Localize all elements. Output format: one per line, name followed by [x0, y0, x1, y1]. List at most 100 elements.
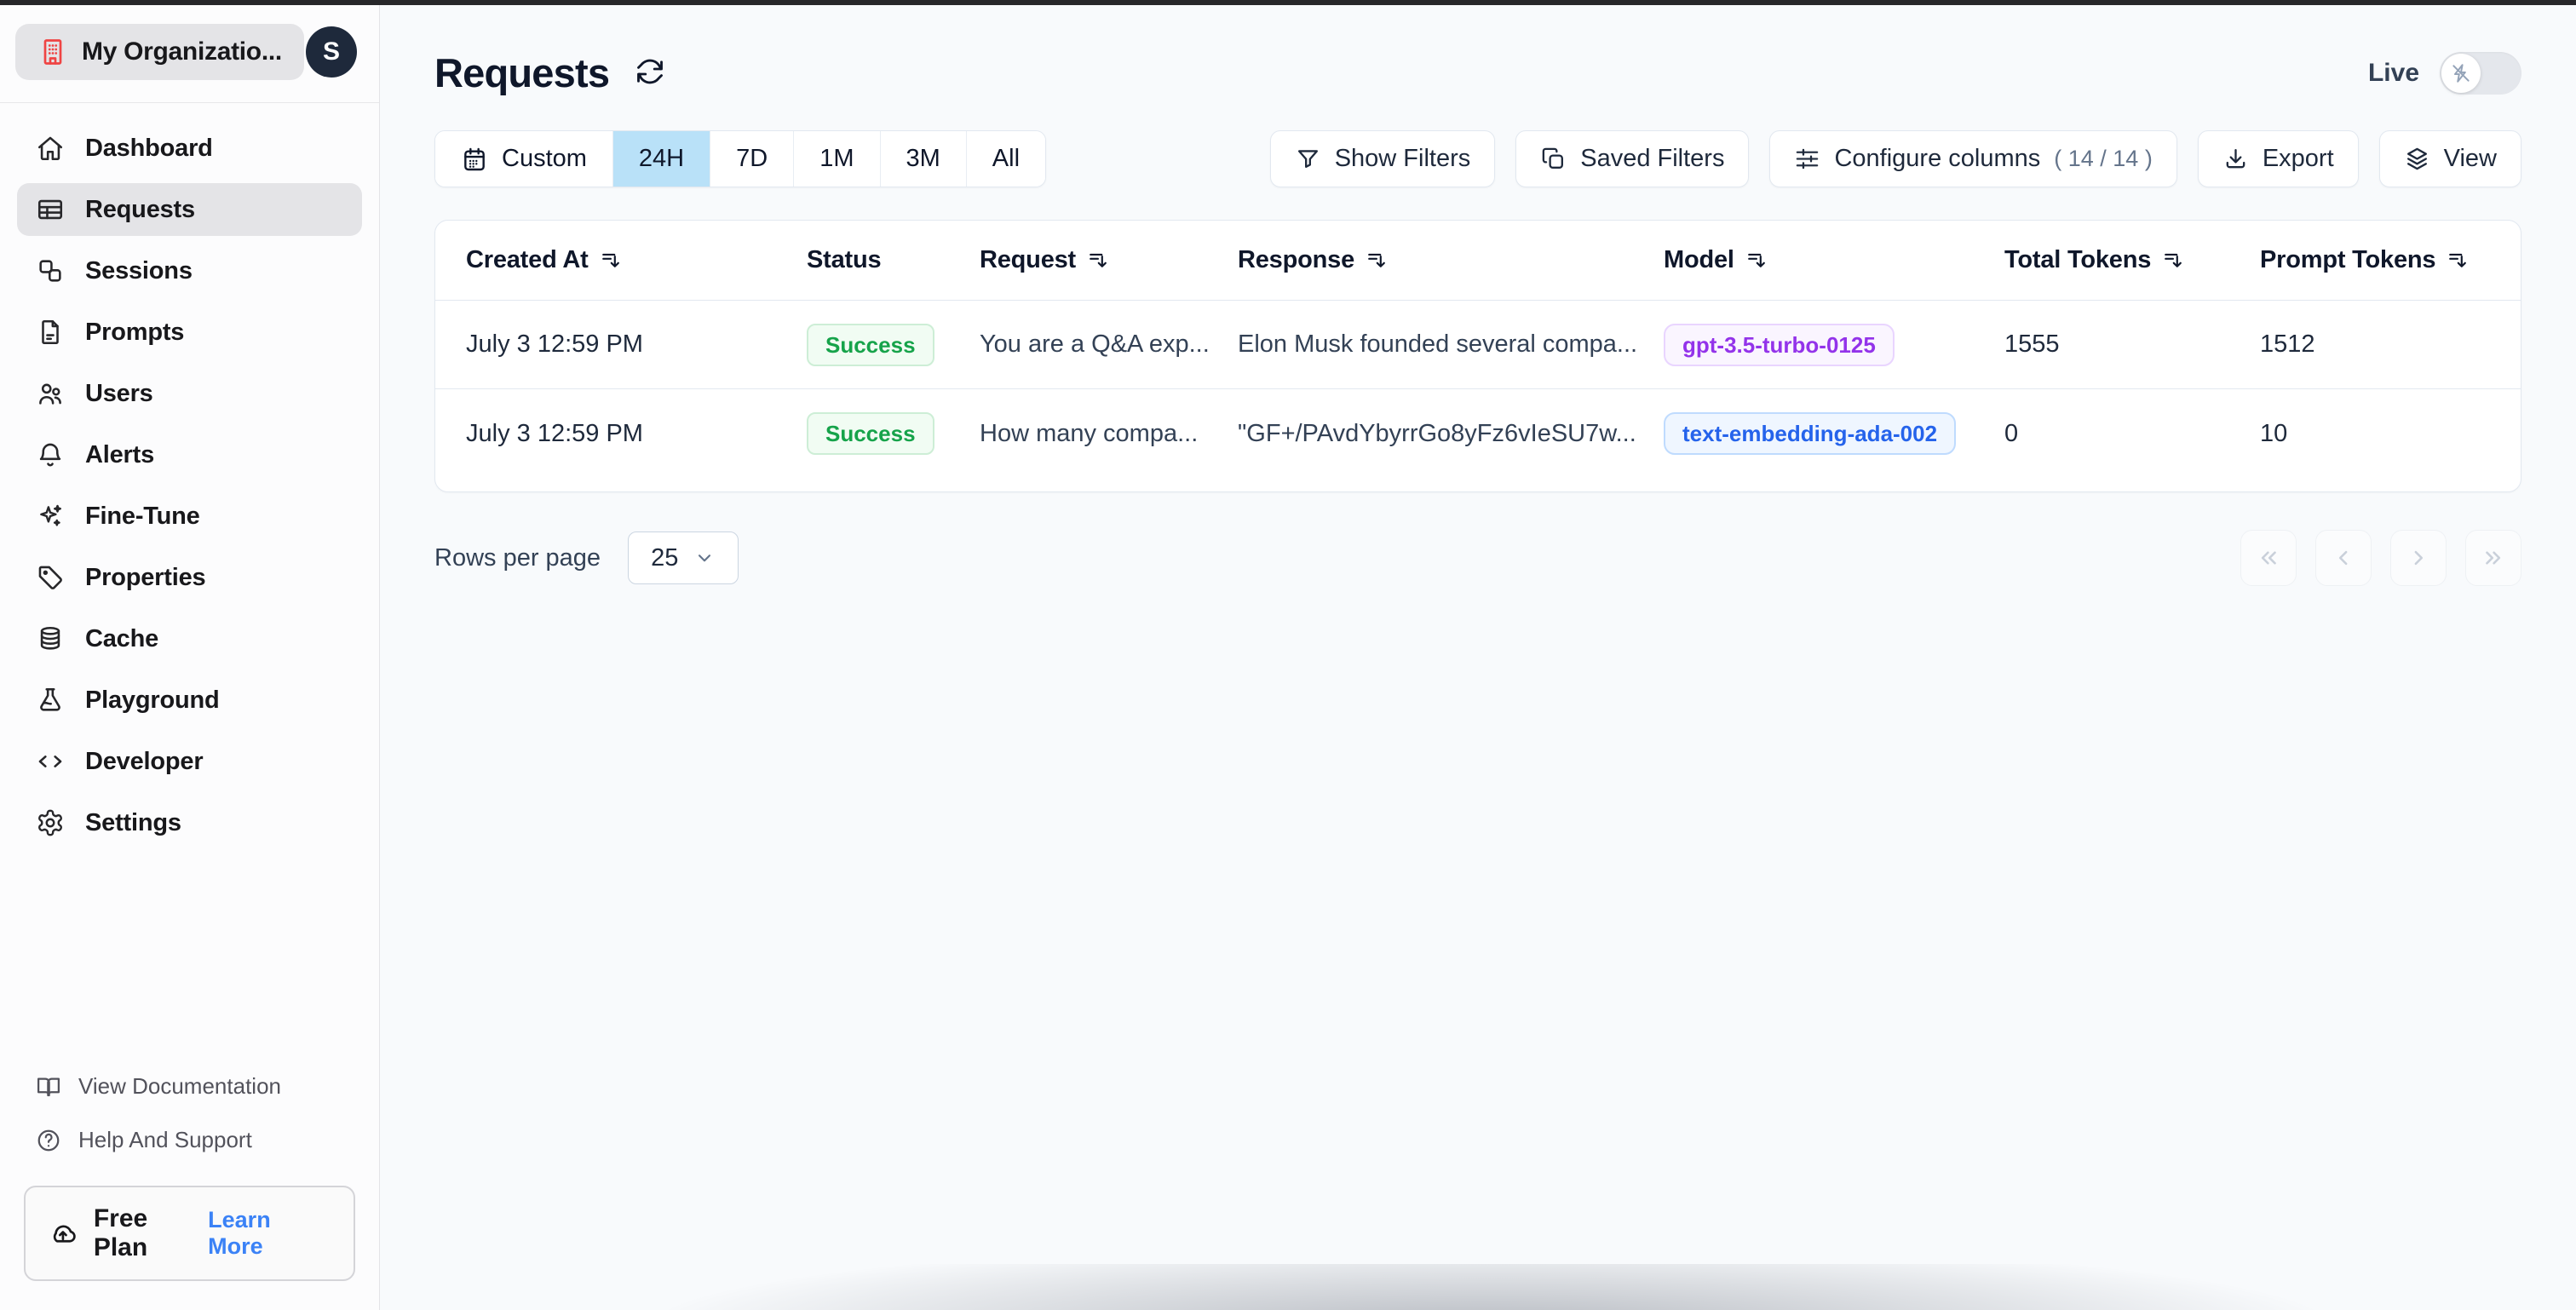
calendar-icon: [461, 146, 488, 173]
export-button[interactable]: Export: [2197, 130, 2359, 187]
button-label: Show Filters: [1334, 145, 1471, 172]
show-filters-button[interactable]: Show Filters: [1269, 130, 1496, 187]
plan-name: Free Plan: [93, 1204, 148, 1261]
bolt-slash-icon: [2450, 62, 2472, 84]
time-range-1m[interactable]: 1M: [793, 131, 880, 187]
avatar[interactable]: S: [306, 26, 357, 78]
next-page-button[interactable]: [2390, 530, 2447, 586]
learn-more-link[interactable]: Learn More: [208, 1207, 271, 1259]
org-switcher[interactable]: My Organizatio...: [15, 24, 304, 80]
sort-icon[interactable]: [2447, 250, 2470, 272]
link-label: Help And Support: [78, 1127, 252, 1152]
column-header-response[interactable]: Response: [1238, 246, 1664, 274]
column-label: Request: [980, 246, 1077, 273]
model-badge: text-embedding-ada-002: [1664, 412, 1957, 455]
users-icon: [36, 379, 65, 408]
sidebar-item-sessions[interactable]: Sessions: [17, 244, 362, 297]
sidebar-item-label: Requests: [85, 195, 195, 223]
model-badge: gpt-3.5-turbo-0125: [1664, 323, 1895, 366]
sidebar-item-label: Prompts: [85, 318, 185, 346]
table-icon: [36, 195, 65, 224]
status-badge: Success: [807, 412, 934, 455]
sidebar-item-alerts[interactable]: Alerts: [17, 428, 362, 481]
time-range-24h[interactable]: 24H: [612, 131, 710, 187]
sidebar-item-dashboard[interactable]: Dashboard: [17, 122, 362, 175]
table-row[interactable]: July 3 12:59 PM Success How many compa..…: [435, 389, 2521, 478]
table-header-row: Created At Status Request Response Model: [435, 221, 2521, 301]
column-label: Prompt Tokens: [2260, 246, 2436, 273]
rows-per-page-select[interactable]: 25: [628, 531, 739, 584]
view-documentation-link[interactable]: View Documentation: [17, 1060, 362, 1113]
column-header-prompt-tokens[interactable]: Prompt Tokens: [2260, 246, 2521, 274]
column-header-status[interactable]: Status: [807, 246, 980, 274]
plan-info: Free Plan: [48, 1204, 208, 1262]
building-icon: [37, 37, 68, 67]
sidebar-item-cache[interactable]: Cache: [17, 612, 362, 665]
first-page-button[interactable]: [2240, 530, 2297, 586]
sidebar-item-settings[interactable]: Settings: [17, 796, 362, 849]
time-range-3m[interactable]: 3M: [879, 131, 966, 187]
sidebar-item-label: Sessions: [85, 256, 193, 284]
time-range-all[interactable]: All: [965, 131, 1046, 187]
cell-status: Success: [807, 412, 980, 455]
sort-icon[interactable]: [2163, 250, 2185, 272]
sort-icon[interactable]: [1366, 250, 1389, 272]
column-header-total-tokens[interactable]: Total Tokens: [2004, 246, 2260, 274]
sidebar-item-prompts[interactable]: Prompts: [17, 306, 362, 359]
column-header-request[interactable]: Request: [980, 246, 1238, 274]
cell-prompt-tokens: 1512: [2260, 330, 2315, 358]
sidebar-item-label: Users: [85, 379, 153, 407]
sort-icon[interactable]: [601, 250, 623, 272]
view-button[interactable]: View: [2378, 130, 2521, 187]
time-range-7d[interactable]: 7D: [710, 131, 794, 187]
live-control: Live: [2368, 51, 2521, 95]
chevron-right-icon: [2406, 545, 2431, 571]
configure-columns-button[interactable]: Configure columns ( 14 / 14 ): [1769, 130, 2177, 187]
sidebar-item-playground[interactable]: Playground: [17, 674, 362, 727]
gear-icon: [36, 808, 65, 837]
live-toggle-knob: [2441, 53, 2481, 93]
sort-icon[interactable]: [1088, 250, 1110, 272]
table-footer: Rows per page 25: [434, 530, 2521, 586]
link-label: View Documentation: [78, 1073, 281, 1099]
time-range-label: 24H: [638, 145, 685, 172]
sidebar-footer-links: View Documentation Help And Support: [0, 1060, 379, 1174]
column-header-model[interactable]: Model: [1664, 246, 2004, 274]
last-page-button[interactable]: [2465, 530, 2521, 586]
tag-icon: [36, 563, 65, 592]
refresh-button[interactable]: [635, 56, 669, 90]
time-range-label: All: [992, 145, 1021, 172]
sort-icon[interactable]: [1746, 250, 1768, 272]
sidebar-item-developer[interactable]: Developer: [17, 735, 362, 788]
funnel-icon: [1295, 146, 1321, 172]
sparkles-icon: [36, 502, 65, 531]
sidebar-item-label: Dashboard: [85, 134, 213, 162]
sidebar-item-fine-tune[interactable]: Fine-Tune: [17, 490, 362, 543]
cell-request: How many compa...: [980, 419, 1199, 447]
help-and-support-link[interactable]: Help And Support: [17, 1113, 362, 1167]
previous-page-button[interactable]: [2315, 530, 2372, 586]
column-label: Model: [1664, 246, 1734, 273]
home-icon: [36, 134, 65, 163]
cell-prompt-tokens: 10: [2260, 419, 2288, 447]
filter-bar: Custom 24H 7D 1M 3M All Show Filters Sav…: [434, 130, 2521, 187]
live-toggle[interactable]: [2440, 51, 2521, 95]
page-title: Requests: [434, 50, 610, 95]
sidebar-item-users[interactable]: Users: [17, 367, 362, 420]
rows-per-page-label: Rows per page: [434, 543, 601, 572]
plan-card[interactable]: Free Plan Learn More: [24, 1186, 355, 1281]
table-row[interactable]: July 3 12:59 PM Success You are a Q&A ex…: [435, 301, 2521, 389]
cell-created-at: July 3 12:59 PM: [466, 330, 643, 358]
saved-filters-button[interactable]: Saved Filters: [1515, 130, 1750, 187]
time-range-label: 7D: [736, 145, 768, 172]
time-range-custom[interactable]: Custom: [435, 131, 612, 187]
sidebar-item-properties[interactable]: Properties: [17, 551, 362, 604]
sliders-icon: [1794, 146, 1820, 172]
sidebar-item-requests[interactable]: Requests: [17, 183, 362, 236]
sidebar: My Organizatio... S Dashboard Requests S…: [0, 5, 380, 1310]
column-header-created-at[interactable]: Created At: [466, 246, 807, 274]
layers-icon: [2404, 146, 2430, 172]
cloud-upload-icon: [48, 1218, 78, 1249]
cell-model: text-embedding-ada-002: [1664, 412, 2004, 455]
document-icon: [36, 318, 65, 347]
